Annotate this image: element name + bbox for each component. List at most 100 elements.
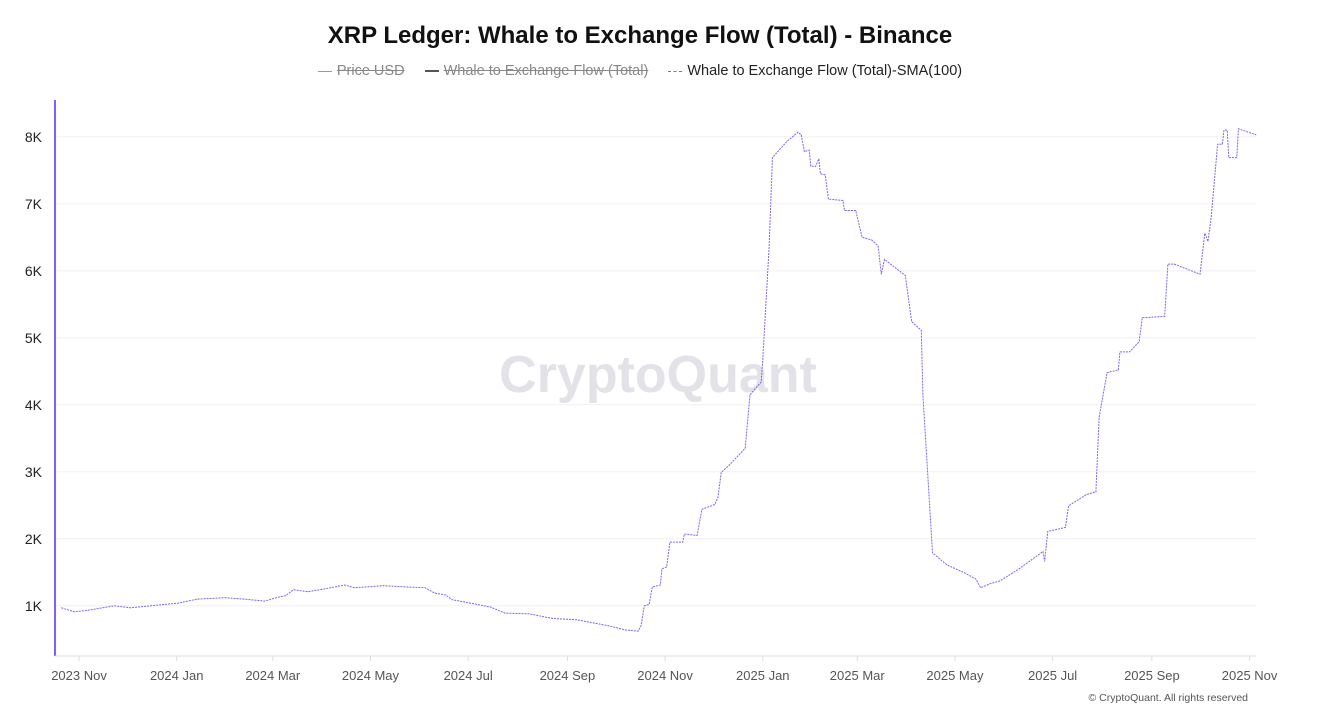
y-tick-label: 5K xyxy=(25,330,43,346)
data-point xyxy=(714,504,716,506)
y-tick-label: 1K xyxy=(25,598,43,614)
data-point xyxy=(382,585,384,587)
data-point xyxy=(855,210,857,212)
data-point xyxy=(720,471,722,473)
data-point xyxy=(1237,128,1239,130)
data-point xyxy=(177,602,179,604)
data-point xyxy=(1064,526,1066,528)
watermark: CryptoQuant xyxy=(499,346,817,404)
data-point xyxy=(651,586,653,588)
data-point xyxy=(1068,505,1070,507)
data-point xyxy=(353,587,355,589)
data-point xyxy=(683,533,685,535)
data-point xyxy=(528,613,530,615)
data-point xyxy=(1210,216,1212,218)
gridlines xyxy=(55,136,1256,607)
copyright: © CryptoQuant. All rights reserved xyxy=(1088,692,1248,704)
data-point xyxy=(815,165,817,167)
y-tick-label: 8K xyxy=(25,129,43,145)
chart-title: XRP Ledger: Whale to Exchange Flow (Tota… xyxy=(327,22,953,49)
data-point xyxy=(1255,134,1257,136)
y-axis: 1K 2K 3K 4K 5K 6K 7K 8K xyxy=(25,129,43,614)
y-tick-label: 7K xyxy=(25,196,43,212)
data-point xyxy=(1047,530,1049,532)
data-point xyxy=(293,589,295,591)
legend-item-price-usd[interactable]: Price USD xyxy=(317,63,405,79)
data-point xyxy=(504,612,506,614)
data-point xyxy=(771,157,773,159)
data-point xyxy=(827,198,829,200)
data-point xyxy=(1167,263,1169,265)
data-point xyxy=(1128,351,1130,353)
data-point xyxy=(999,580,1001,582)
series-layer xyxy=(60,128,1257,632)
data-point xyxy=(451,599,453,601)
legend-label: Whale to Exchange Flow (Total)-SMA(100) xyxy=(687,63,963,79)
data-point xyxy=(1207,240,1209,242)
data-point xyxy=(608,625,610,627)
legend-item-whale-flow-sma100[interactable]: Whale to Exchange Flow (Total)-SMA(100) xyxy=(668,63,962,79)
data-point xyxy=(1138,341,1140,343)
x-tick-label: 2024 Sep xyxy=(540,668,596,683)
data-point xyxy=(922,394,924,396)
data-point xyxy=(434,592,436,594)
data-point xyxy=(466,601,468,603)
data-point xyxy=(786,141,788,143)
data-point xyxy=(648,603,650,605)
data-point xyxy=(406,586,408,588)
data-point xyxy=(1098,417,1100,419)
x-tick-label: 2025 Jan xyxy=(736,668,790,683)
data-point xyxy=(1018,568,1020,570)
data-point xyxy=(344,584,346,586)
data-point xyxy=(810,165,812,167)
data-point xyxy=(1236,157,1238,159)
x-tick-label: 2023 Nov xyxy=(51,668,107,683)
data-point xyxy=(643,605,645,607)
data-point xyxy=(1042,550,1044,552)
x-tick-label: 2025 Jul xyxy=(1028,668,1077,683)
x-tick-label: 2024 Jan xyxy=(150,668,204,683)
data-point xyxy=(1204,232,1206,234)
data-point xyxy=(989,583,991,585)
data-point xyxy=(871,239,873,241)
data-point xyxy=(197,598,199,600)
data-point xyxy=(307,591,309,593)
x-tick-label: 2025 May xyxy=(926,668,984,683)
data-point xyxy=(728,464,730,466)
data-point xyxy=(803,151,805,153)
data-point xyxy=(424,587,426,589)
data-point xyxy=(717,496,719,498)
data-point xyxy=(1226,129,1228,131)
data-point xyxy=(946,564,948,566)
x-tick-label: 2024 Jul xyxy=(444,668,493,683)
data-point xyxy=(682,541,684,543)
data-point xyxy=(911,321,913,323)
x-tick-label: 2025 Mar xyxy=(830,668,886,683)
x-tick-label: 2024 Mar xyxy=(245,668,301,683)
data-point xyxy=(824,174,826,176)
data-point xyxy=(1141,317,1143,319)
legend-item-whale-flow[interactable]: Whale to Exchange Flow (Total) xyxy=(424,63,649,79)
data-point xyxy=(661,568,663,570)
data-point xyxy=(1119,351,1121,353)
data-point xyxy=(819,173,821,175)
data-point xyxy=(701,508,703,510)
data-point xyxy=(275,597,277,599)
data-point xyxy=(666,566,668,568)
data-point xyxy=(113,605,115,607)
data-point xyxy=(659,584,661,586)
data-point xyxy=(224,597,226,599)
data-point xyxy=(843,210,845,212)
data-point xyxy=(877,245,879,247)
data-point xyxy=(760,381,762,383)
data-point xyxy=(86,609,88,611)
series-line-sma100 xyxy=(61,128,1257,632)
data-point xyxy=(800,134,802,136)
legend-swatch xyxy=(424,70,439,73)
data-point xyxy=(243,598,245,600)
legend: Price USD Whale to Exchange Flow (Total)… xyxy=(0,63,1280,79)
data-point xyxy=(640,625,642,627)
data-point xyxy=(883,258,885,260)
data-point xyxy=(1199,273,1201,275)
legend-label: Whale to Exchange Flow (Total) xyxy=(443,63,649,79)
